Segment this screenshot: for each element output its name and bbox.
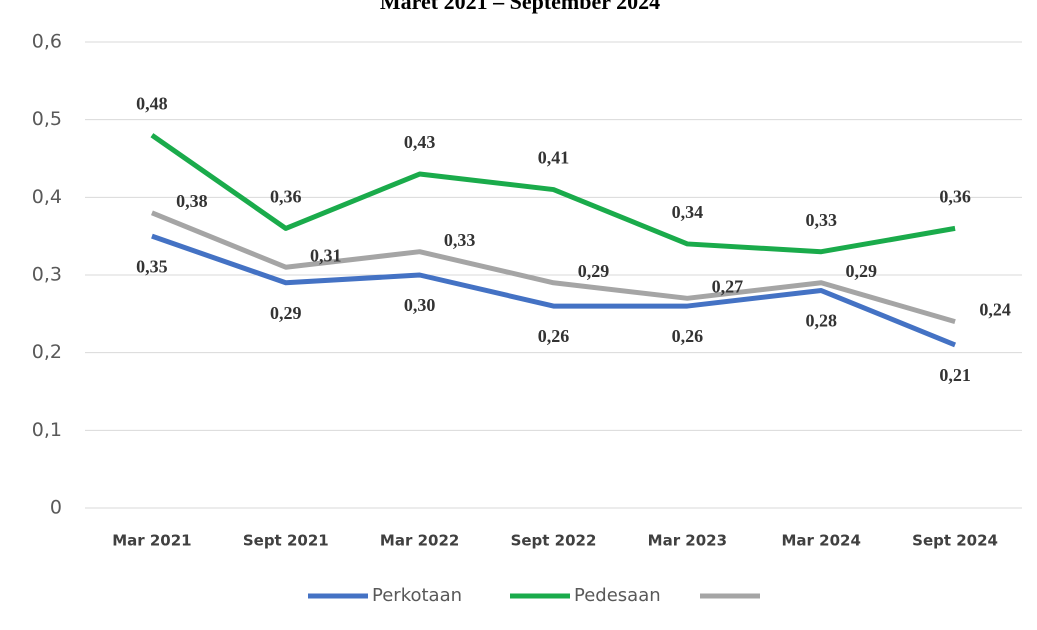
x-tick-label: Mar 2024 xyxy=(782,532,861,550)
x-tick-label: Mar 2021 xyxy=(112,532,191,550)
line-series xyxy=(150,133,956,255)
data-label: 0,33 xyxy=(444,230,476,250)
line-series xyxy=(150,210,956,325)
data-label: 0,36 xyxy=(270,187,302,207)
legend-label: Perkotaan xyxy=(372,585,462,606)
data-label: 0,43 xyxy=(404,132,436,152)
chart-title: Maret 2021 – September 2024 xyxy=(380,0,660,14)
line-series xyxy=(151,233,957,348)
data-label: 0,26 xyxy=(538,326,570,346)
data-label: 0,24 xyxy=(979,300,1011,320)
x-tick-label: Sept 2021 xyxy=(243,532,329,550)
y-tick-label: 0,5 xyxy=(32,108,62,130)
data-label: 0,29 xyxy=(845,261,877,281)
y-tick-label: 0,6 xyxy=(32,31,62,53)
data-label: 0,29 xyxy=(578,261,610,281)
legend-label: Pedesaan xyxy=(574,585,661,606)
data-label: 0,33 xyxy=(805,210,837,230)
data-label: 0,30 xyxy=(404,295,436,315)
data-label: 0,36 xyxy=(939,187,971,207)
y-tick-label: 0 xyxy=(50,497,62,519)
data-label: 0,21 xyxy=(939,365,971,385)
data-label: 0,28 xyxy=(805,311,837,331)
data-label: 0,35 xyxy=(136,256,168,276)
x-tick-label: Sept 2022 xyxy=(511,532,597,550)
y-tick-label: 0,4 xyxy=(32,186,62,208)
x-tick-label: Sept 2024 xyxy=(912,532,998,550)
x-tick-label: Mar 2023 xyxy=(648,532,727,550)
y-tick-label: 0,3 xyxy=(32,264,62,286)
data-label: 0,48 xyxy=(136,93,168,113)
y-tick-label: 0,2 xyxy=(32,341,62,363)
x-tick-label: Mar 2022 xyxy=(380,532,459,550)
data-label: 0,38 xyxy=(176,191,208,211)
data-label: 0,29 xyxy=(270,303,302,323)
data-label: 0,34 xyxy=(672,202,704,222)
data-label: 0,41 xyxy=(538,148,570,168)
y-tick-label: 0,1 xyxy=(32,419,62,441)
data-label: 0,26 xyxy=(672,326,704,346)
data-label: 0,31 xyxy=(310,245,342,265)
data-label: 0,27 xyxy=(712,276,744,296)
